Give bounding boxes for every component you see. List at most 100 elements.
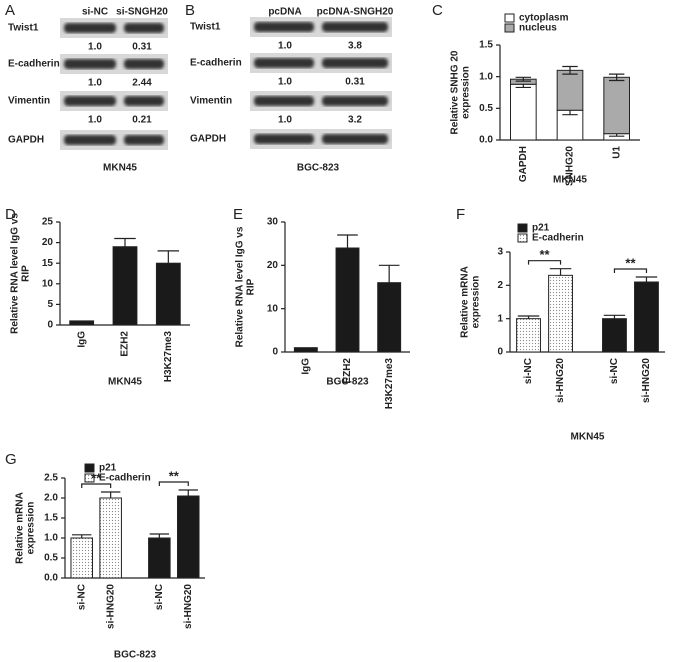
y-tick-label: 20	[267, 260, 279, 271]
lane-label: pcDNA	[268, 7, 301, 18]
blot-band	[124, 135, 164, 145]
quantification: 2.44	[132, 78, 152, 89]
x-tick-label: si-HNG20	[105, 584, 116, 629]
lane-label: si-SNGH20	[116, 7, 168, 18]
error-bar	[603, 314, 626, 319]
error-bar	[157, 250, 180, 264]
quantification: 0.21	[132, 115, 152, 126]
y-tick-label: 2.0	[44, 493, 58, 504]
error-bar	[72, 534, 92, 538]
legend-swatch	[84, 463, 95, 473]
x-axis-label: MKN45	[108, 377, 142, 388]
y-axis-label: Relative SNHG 20	[450, 50, 461, 134]
blot-band	[64, 135, 116, 145]
x-tick-label: si-NC	[609, 358, 620, 384]
y-axis-label: expression	[471, 276, 482, 329]
significance-label: **	[91, 470, 102, 485]
quantification: 1.0	[278, 115, 292, 126]
y-tick-label: 0	[497, 347, 503, 358]
y-axis-label: Relative RNA level IgG vs	[235, 226, 246, 347]
error-bar	[517, 315, 540, 319]
row-label: GAPDH	[8, 135, 44, 146]
panel-label: B	[185, 2, 195, 19]
quantification: 0.31	[132, 42, 152, 53]
error-bar	[378, 264, 400, 283]
quantification: 3.2	[348, 115, 362, 126]
x-tick-label: GAPDH	[518, 146, 529, 182]
x-tick-label: si-HNG20	[555, 358, 566, 403]
y-axis-label: Relative mRNA	[15, 492, 26, 564]
legend-swatch	[504, 13, 515, 23]
panel-label: G	[5, 451, 17, 468]
error-bar	[337, 234, 358, 248]
quantification: 1.0	[88, 115, 102, 126]
significance-label: **	[539, 247, 550, 262]
bar	[148, 537, 171, 579]
y-axis-label: Relative RNA level IgG vs	[10, 213, 21, 334]
row-label: E-cadherin	[8, 59, 60, 70]
legend-swatch	[517, 223, 528, 233]
y-tick-label: 1.0	[44, 533, 58, 544]
blot-band	[254, 134, 314, 144]
legend-label: cytoplasm	[519, 13, 569, 24]
blot-band	[322, 58, 388, 68]
bar	[70, 537, 94, 579]
row-label: Vimentin	[8, 96, 50, 107]
significance-label: **	[169, 468, 180, 483]
lane-label: si-NC	[82, 7, 108, 18]
y-tick-label: 0.5	[44, 553, 58, 564]
y-tick-label: 20	[42, 237, 54, 248]
blot-band	[124, 96, 164, 106]
y-axis-label: RIP	[246, 278, 257, 295]
y-tick-label: 10	[267, 303, 279, 314]
quantification: 1.0	[88, 42, 102, 53]
panel-label: D	[5, 206, 16, 223]
row-label: GAPDH	[190, 134, 226, 145]
bar-segment	[556, 109, 584, 141]
y-tick-label: 10	[42, 278, 54, 289]
y-axis-label: expression	[26, 502, 37, 555]
quantification: 1.0	[278, 77, 292, 88]
x-tick-label: U1	[611, 146, 622, 159]
blot-band	[254, 58, 314, 68]
y-tick-label: 2.5	[44, 473, 58, 484]
legend-swatch	[84, 473, 95, 483]
y-tick-label: 5	[47, 299, 53, 310]
significance-bracket	[613, 268, 648, 273]
y-tick-label: 2	[497, 280, 503, 291]
x-tick-label: H3K27me3	[384, 358, 395, 410]
blot-band	[322, 22, 388, 32]
row-label: Twist1	[8, 23, 39, 34]
x-tick-label: si-NC	[523, 358, 534, 384]
bar	[69, 320, 95, 326]
error-bar	[635, 276, 658, 282]
bar	[176, 495, 200, 579]
y-tick-label: 1.0	[479, 71, 493, 82]
x-tick-label: IgG	[300, 358, 311, 375]
legend-label: p21	[532, 223, 550, 234]
blot-band	[124, 59, 164, 69]
blot-band	[64, 96, 116, 106]
x-tick-label: EZH2	[120, 331, 131, 357]
bar	[634, 281, 659, 353]
x-tick-label: si-HNG20	[183, 584, 194, 629]
y-tick-label: 0	[272, 347, 278, 358]
y-tick-label: 0	[47, 320, 53, 331]
legend-label: p21	[99, 463, 117, 474]
panel-label: F	[456, 206, 465, 223]
x-axis-label: MKN45	[553, 175, 587, 186]
legend-label: E-cadherin	[532, 233, 584, 244]
legend-swatch	[517, 233, 528, 243]
x-tick-label: SNHG20	[565, 146, 576, 186]
bar	[548, 274, 573, 353]
error-bar	[562, 65, 578, 75]
error-bar	[114, 237, 136, 247]
bar	[377, 282, 402, 353]
x-tick-label: si-NC	[154, 584, 165, 610]
panel-label: E	[233, 206, 243, 223]
significance-bracket	[81, 483, 112, 488]
x-tick-label: H3K27me3	[163, 331, 174, 383]
error-bar	[178, 489, 198, 496]
blot-band	[254, 22, 314, 32]
